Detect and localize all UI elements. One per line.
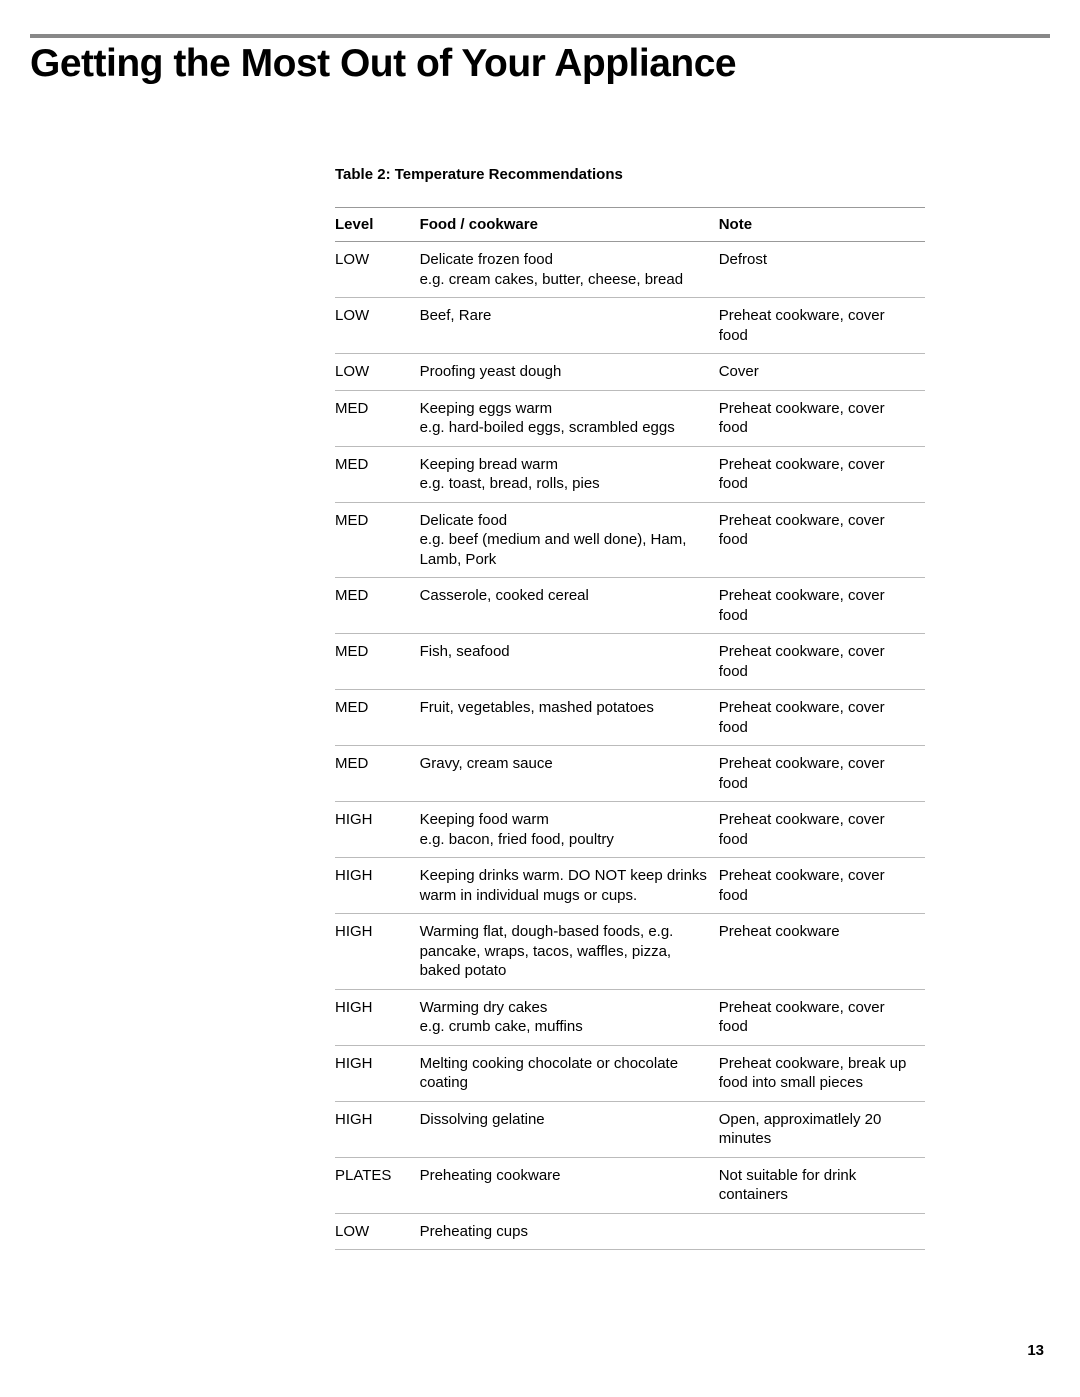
table-row: HIGHWarming dry cakes e.g. crumb cake, m…: [335, 989, 925, 1045]
table-row: LOWProofing yeast doughCover: [335, 354, 925, 391]
table-row: HIGHKeeping drinks warm. DO NOT keep dri…: [335, 858, 925, 914]
table-row: MEDDelicate food e.g. beef (medium and w…: [335, 502, 925, 578]
cell-note: [719, 1213, 925, 1250]
cell-note: Preheat cookware, cover food: [719, 690, 925, 746]
cell-food: Casserole, cooked cereal: [420, 578, 719, 634]
cell-note: Open, approximatlely 20 minutes: [719, 1101, 925, 1157]
table-row: MEDFish, seafoodPreheat cookware, cover …: [335, 634, 925, 690]
cell-food: Preheating cookware: [420, 1157, 719, 1213]
cell-note: Preheat cookware, cover food: [719, 989, 925, 1045]
temperature-table-wrap: Table 2: Temperature Recommendations Lev…: [335, 166, 925, 1250]
cell-food: Proofing yeast dough: [420, 354, 719, 391]
table-row: MEDKeeping bread warm e.g. toast, bread,…: [335, 446, 925, 502]
cell-level: HIGH: [335, 914, 420, 990]
cell-food: Melting cooking chocolate or chocolate c…: [420, 1045, 719, 1101]
cell-note: Defrost: [719, 242, 925, 298]
cell-food: Fruit, vegetables, mashed potatoes: [420, 690, 719, 746]
cell-food: Keeping bread warm e.g. toast, bread, ro…: [420, 446, 719, 502]
cell-level: MED: [335, 502, 420, 578]
cell-food: Delicate frozen food e.g. cream cakes, b…: [420, 242, 719, 298]
cell-note: Preheat cookware, cover food: [719, 578, 925, 634]
col-header-note: Note: [719, 208, 925, 242]
cell-food: Warming dry cakes e.g. crumb cake, muffi…: [420, 989, 719, 1045]
cell-level: MED: [335, 690, 420, 746]
cell-food: Keeping food warm e.g. bacon, fried food…: [420, 802, 719, 858]
cell-note: Preheat cookware, cover food: [719, 390, 925, 446]
table-header-row: Level Food / cookware Note: [335, 208, 925, 242]
cell-food: Fish, seafood: [420, 634, 719, 690]
table-row: MEDKeeping eggs warm e.g. hard-boiled eg…: [335, 390, 925, 446]
top-rule: [30, 34, 1050, 38]
cell-level: LOW: [335, 1213, 420, 1250]
cell-note: Preheat cookware, cover food: [719, 858, 925, 914]
cell-level: MED: [335, 746, 420, 802]
cell-note: Preheat cookware, cover food: [719, 502, 925, 578]
table-row: HIGHKeeping food warm e.g. bacon, fried …: [335, 802, 925, 858]
cell-note: Cover: [719, 354, 925, 391]
table-row: LOWBeef, RarePreheat cookware, cover foo…: [335, 298, 925, 354]
cell-level: HIGH: [335, 989, 420, 1045]
cell-note: Preheat cookware, cover food: [719, 446, 925, 502]
cell-level: MED: [335, 446, 420, 502]
cell-level: HIGH: [335, 1101, 420, 1157]
cell-note: Preheat cookware, break up food into sma…: [719, 1045, 925, 1101]
table-row: MEDCasserole, cooked cerealPreheat cookw…: [335, 578, 925, 634]
table-row: HIGHWarming flat, dough-based foods, e.g…: [335, 914, 925, 990]
cell-level: LOW: [335, 298, 420, 354]
table-row: MEDGravy, cream saucePreheat cookware, c…: [335, 746, 925, 802]
cell-food: Keeping drinks warm. DO NOT keep drinks …: [420, 858, 719, 914]
cell-note: Preheat cookware, cover food: [719, 802, 925, 858]
table-row: HIGHDissolving gelatineOpen, approximatl…: [335, 1101, 925, 1157]
col-header-level: Level: [335, 208, 420, 242]
table-body: LOWDelicate frozen food e.g. cream cakes…: [335, 242, 925, 1250]
cell-food: Dissolving gelatine: [420, 1101, 719, 1157]
cell-note: Preheat cookware, cover food: [719, 746, 925, 802]
cell-food: Gravy, cream sauce: [420, 746, 719, 802]
temperature-table: Level Food / cookware Note LOWDelicate f…: [335, 207, 925, 1250]
cell-food: Keeping eggs warm e.g. hard-boiled eggs,…: [420, 390, 719, 446]
cell-level: PLATES: [335, 1157, 420, 1213]
page-title: Getting the Most Out of Your Appliance: [30, 42, 1050, 86]
cell-level: LOW: [335, 242, 420, 298]
cell-food: Warming flat, dough-based foods, e.g. pa…: [420, 914, 719, 990]
cell-level: MED: [335, 634, 420, 690]
table-row: LOWDelicate frozen food e.g. cream cakes…: [335, 242, 925, 298]
table-row: LOWPreheating cups: [335, 1213, 925, 1250]
cell-note: Preheat cookware, cover food: [719, 298, 925, 354]
col-header-food: Food / cookware: [420, 208, 719, 242]
page-number: 13: [1027, 1342, 1044, 1359]
cell-note: Preheat cookware, cover food: [719, 634, 925, 690]
table-row: MEDFruit, vegetables, mashed potatoesPre…: [335, 690, 925, 746]
cell-level: MED: [335, 390, 420, 446]
cell-level: HIGH: [335, 1045, 420, 1101]
cell-level: HIGH: [335, 858, 420, 914]
cell-level: MED: [335, 578, 420, 634]
cell-note: Not suitable for drink containers: [719, 1157, 925, 1213]
cell-level: HIGH: [335, 802, 420, 858]
cell-food: Beef, Rare: [420, 298, 719, 354]
cell-food: Delicate food e.g. beef (medium and well…: [420, 502, 719, 578]
table-row: PLATESPreheating cookwareNot suitable fo…: [335, 1157, 925, 1213]
cell-food: Preheating cups: [420, 1213, 719, 1250]
table-caption: Table 2: Temperature Recommendations: [335, 166, 925, 183]
cell-level: LOW: [335, 354, 420, 391]
cell-note: Preheat cookware: [719, 914, 925, 990]
table-row: HIGHMelting cooking chocolate or chocola…: [335, 1045, 925, 1101]
